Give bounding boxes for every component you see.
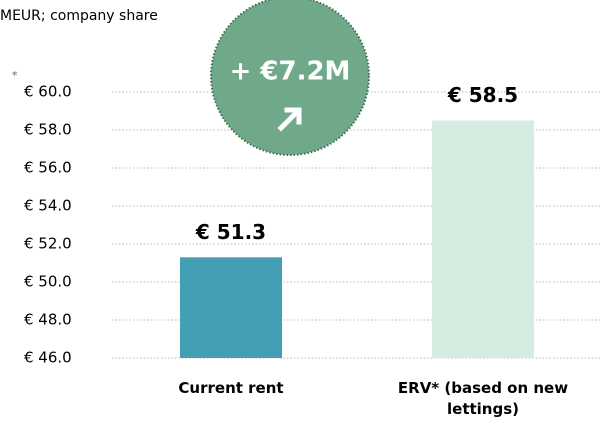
arrow-icon <box>277 107 302 132</box>
bar <box>432 120 534 358</box>
y-tick-label: € 56.0 <box>24 159 72 177</box>
y-tick-label: € 60.0 <box>24 83 72 101</box>
y-tick-label: € 46.0 <box>24 349 72 367</box>
y-tick-label: € 54.0 <box>24 197 72 215</box>
y-tick-label: € 50.0 <box>24 273 72 291</box>
bar <box>180 257 282 358</box>
annotation-circle <box>210 0 370 156</box>
y-tick-label: € 58.0 <box>24 121 72 139</box>
annotation-text: + €7.2M <box>230 57 351 87</box>
y-tick-label: € 52.0 <box>24 235 72 253</box>
subtitle: MEUR; company share <box>0 8 158 24</box>
annotation: + €7.2M <box>210 0 370 156</box>
value-label: € 51.3 <box>195 220 266 244</box>
x-tick-label: Current rent <box>178 379 284 397</box>
x-tick-label: ERV* (based on new lettings) <box>397 379 569 418</box>
y-tick-label: € 48.0 <box>24 311 72 329</box>
value-label: € 58.5 <box>447 83 518 107</box>
footnote-marker: * <box>12 69 18 82</box>
